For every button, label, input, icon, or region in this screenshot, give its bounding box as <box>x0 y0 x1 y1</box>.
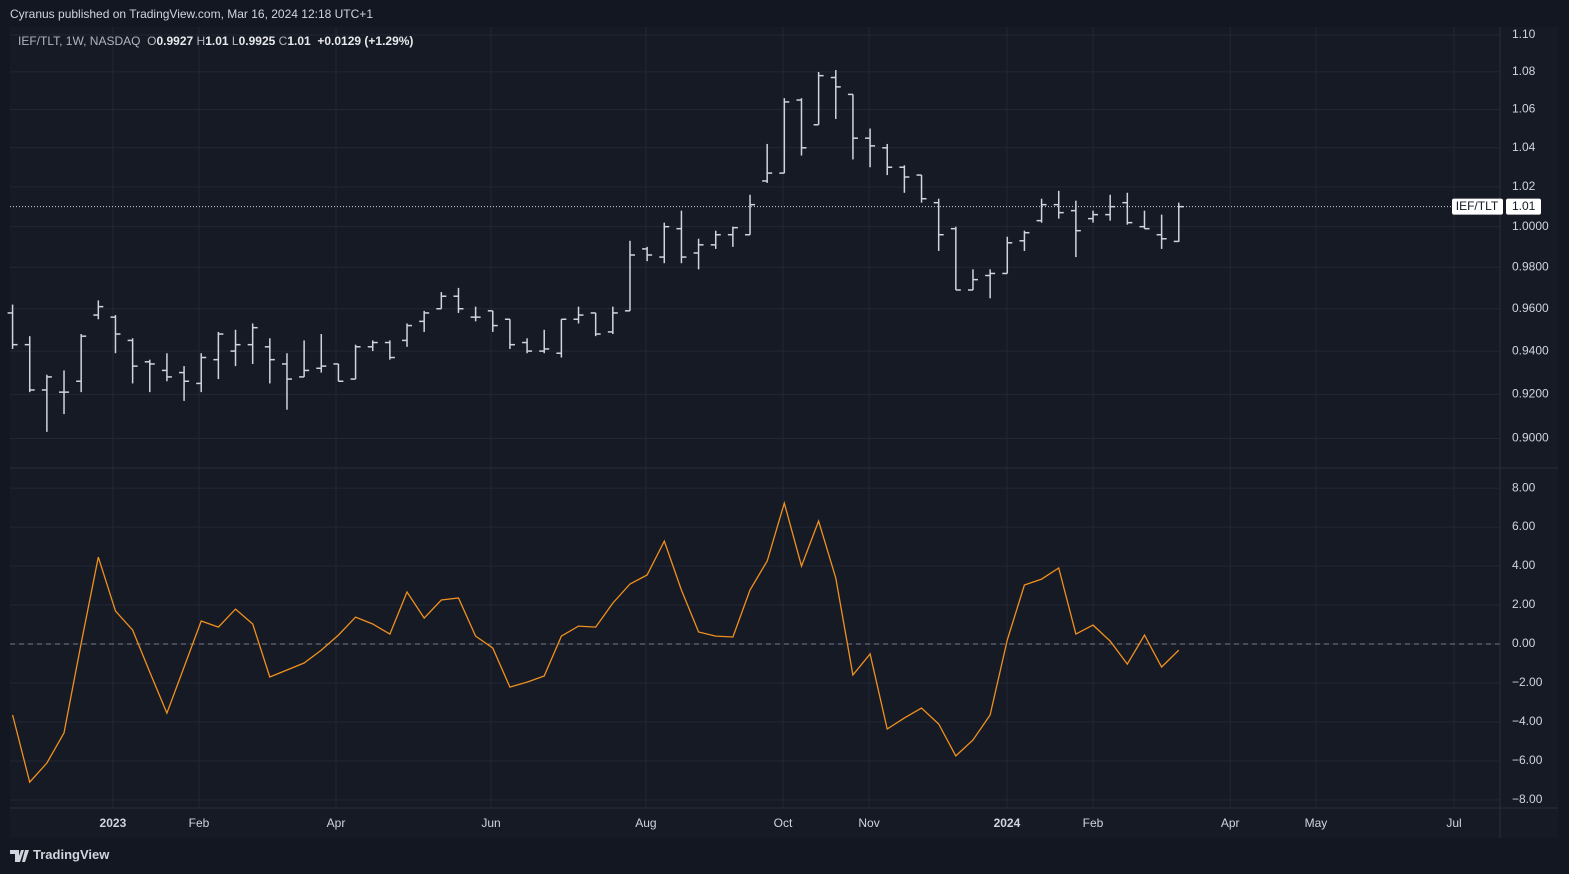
price-label-box <box>1506 198 1541 215</box>
legend: IEF/TLT, 1W, NASDAQ O0.9927 H1.01 L0.992… <box>18 34 413 48</box>
x-tick-label: Apr <box>1221 816 1240 830</box>
y-tick-label: 1.06 <box>1512 102 1536 116</box>
y-tick-label: −6.00 <box>1512 753 1543 767</box>
y-tick-label: 8.00 <box>1512 480 1536 494</box>
y-tick-label: 6.00 <box>1512 519 1536 533</box>
y-tick-label: 1.0000 <box>1512 219 1549 233</box>
x-tick-label: Jul <box>1446 816 1461 830</box>
x-tick-label: Jun <box>481 816 500 830</box>
y-tick-label: 0.9000 <box>1512 431 1549 445</box>
x-tick-label: Feb <box>189 816 210 830</box>
oscillator-line <box>11 500 1180 784</box>
price-label: 1.01 <box>1512 199 1536 213</box>
y-tick-label: 0.9800 <box>1512 259 1549 273</box>
x-tick-label: May <box>1305 816 1328 830</box>
ohlc-value: 1.01 <box>205 34 229 48</box>
ohlc-key: L <box>231 34 239 48</box>
change: +0.0129 (+1.29%) <box>317 34 414 48</box>
y-tick-label: −8.00 <box>1512 792 1543 806</box>
y-tick-label: 0.00 <box>1512 636 1536 650</box>
ohlc-key: O <box>147 34 157 48</box>
x-tick-label: Nov <box>858 816 879 830</box>
ohlc-value: 0.9927 <box>156 34 194 48</box>
logo <box>10 850 29 862</box>
y-tick-label: 2.00 <box>1512 597 1536 611</box>
x-tick-label: Oct <box>774 816 793 830</box>
y-tick-label: 1.02 <box>1512 179 1536 193</box>
x-tick-label: 2023 <box>100 816 127 830</box>
x-tick-label: Aug <box>635 816 656 830</box>
symbol-label: IEF/TLT <box>1456 199 1499 213</box>
ohlc-key: C <box>278 34 288 48</box>
publisher: Cyranus published on TradingView.com, Ma… <box>10 7 373 21</box>
x-tick-label: Feb <box>1083 816 1104 830</box>
brand: TradingView <box>33 847 110 862</box>
y-tick-label: 0.9600 <box>1512 301 1549 315</box>
ohlc-value: 1.01 <box>287 34 311 48</box>
y-tick-label: −2.00 <box>1512 675 1543 689</box>
y-tick-label: 1.08 <box>1512 64 1536 78</box>
x-tick-label: 2024 <box>994 816 1021 830</box>
ohlc-key: H <box>196 34 206 48</box>
y-tick-label: 1.10 <box>1512 27 1536 41</box>
y-tick-label: 1.04 <box>1512 140 1536 154</box>
y-tick-label: 4.00 <box>1512 558 1536 572</box>
ohlc-value: 0.9925 <box>238 34 276 48</box>
y-tick-label: 0.9200 <box>1512 386 1549 400</box>
y-tick-label: 0.9400 <box>1512 343 1549 357</box>
x-tick-label: Apr <box>327 816 346 830</box>
y-tick-label: −4.00 <box>1512 714 1543 728</box>
symbol-label-box <box>1452 198 1503 215</box>
symbol: IEF/TLT, 1W, NASDAQ <box>18 34 141 48</box>
